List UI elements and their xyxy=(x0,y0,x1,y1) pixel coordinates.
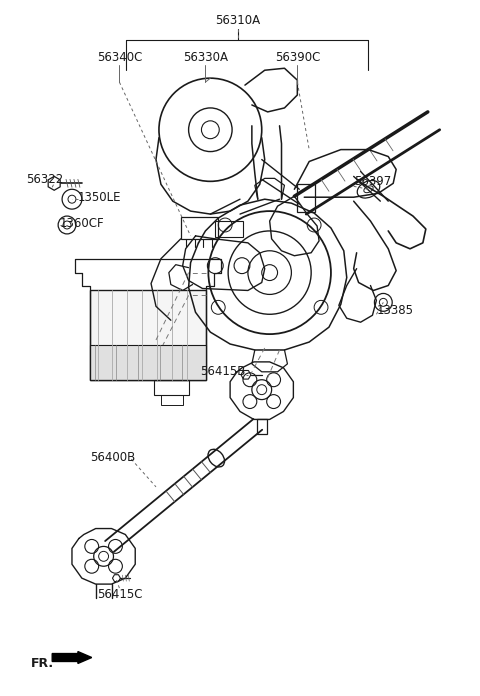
Bar xyxy=(180,217,218,239)
FancyArrow shape xyxy=(52,651,92,663)
Text: 56415B: 56415B xyxy=(201,365,246,379)
Text: 56322: 56322 xyxy=(25,173,63,186)
Bar xyxy=(216,221,243,237)
Text: 56310A: 56310A xyxy=(216,14,261,27)
Bar xyxy=(90,345,206,380)
Text: 56390C: 56390C xyxy=(275,51,320,64)
Bar xyxy=(161,395,183,404)
Text: 56340C: 56340C xyxy=(97,51,142,64)
Text: FR.: FR. xyxy=(30,657,54,670)
Text: 56415C: 56415C xyxy=(96,587,142,601)
Text: 56330A: 56330A xyxy=(183,51,228,64)
Bar xyxy=(257,420,267,434)
Text: 56397: 56397 xyxy=(354,175,391,188)
Bar xyxy=(154,380,189,395)
Text: 56400B: 56400B xyxy=(90,450,135,464)
Text: 1350LE: 1350LE xyxy=(78,191,121,204)
Text: 13385: 13385 xyxy=(376,303,413,317)
Bar xyxy=(90,290,206,380)
Text: 1360CF: 1360CF xyxy=(60,216,105,230)
Bar xyxy=(297,184,315,212)
